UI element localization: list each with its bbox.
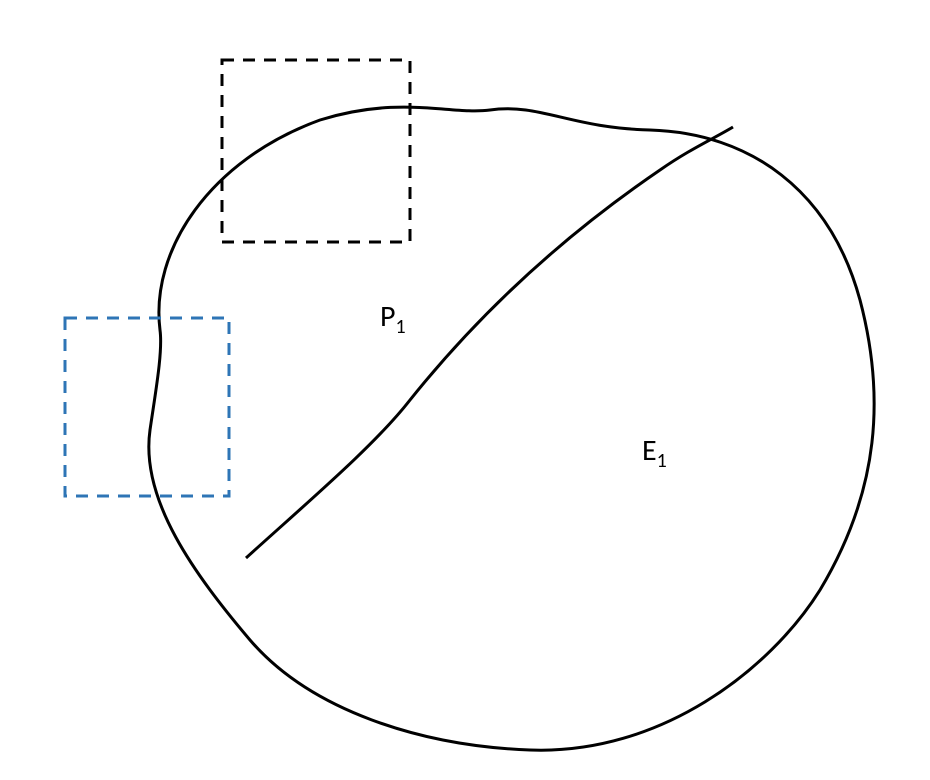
dashed-rect-black — [222, 60, 410, 242]
label-p1-sub: 1 — [396, 315, 406, 339]
diagram-canvas — [0, 0, 930, 780]
blob-outline — [149, 107, 874, 750]
label-e1: E1 — [642, 432, 667, 473]
label-e1-main: E — [642, 432, 657, 469]
region-divider — [246, 127, 733, 558]
label-e1-sub: 1 — [657, 449, 667, 473]
dashed-rect-blue — [65, 318, 229, 496]
label-p1-main: P — [380, 298, 396, 335]
label-p1: P1 — [380, 298, 406, 339]
